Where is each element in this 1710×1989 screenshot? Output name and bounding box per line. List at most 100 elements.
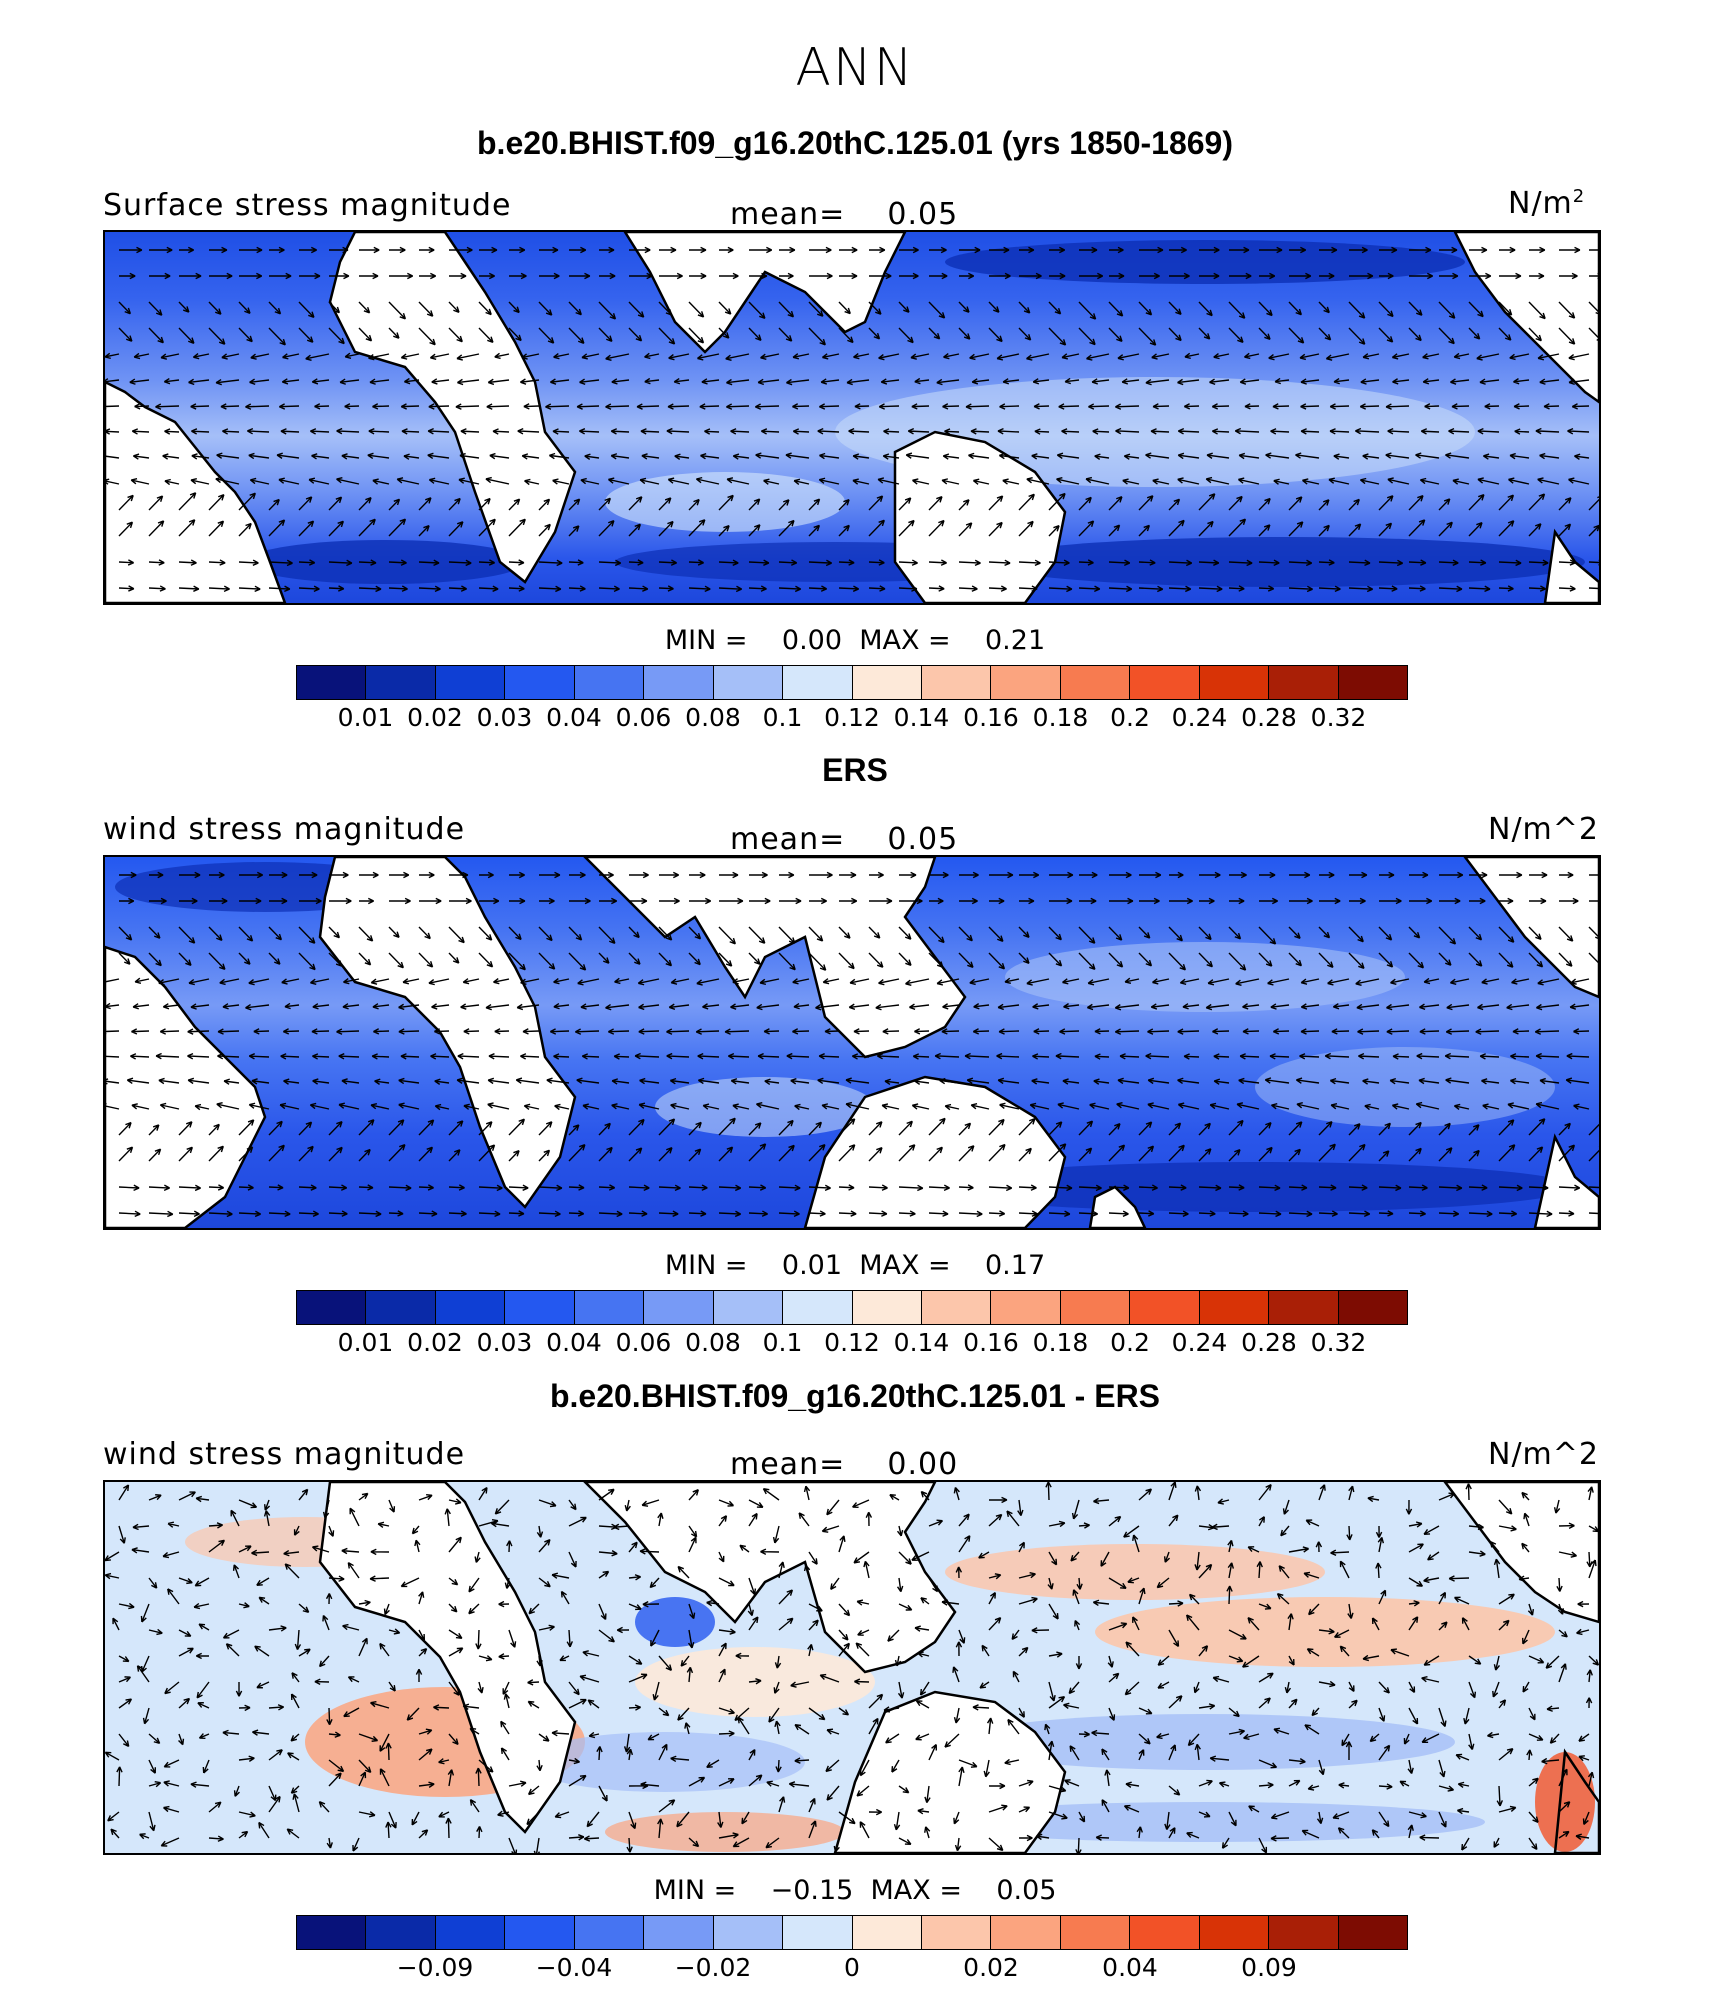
- wind-vector-arrow: [944, 428, 960, 435]
- wind-vector-arrow: [1138, 1733, 1151, 1745]
- wind-vector-arrow: [278, 477, 300, 485]
- wind-vector-arrow: [718, 524, 730, 537]
- wind-vector-arrow: [314, 403, 330, 410]
- wind-vector-arrow: [1418, 1077, 1440, 1085]
- wind-vector-arrow: [1258, 1603, 1272, 1610]
- wind-vector-arrow: [647, 1733, 660, 1741]
- wind-vector-arrow: [819, 1673, 840, 1683]
- wind-vector-arrow: [198, 1733, 210, 1740]
- wind-vector-arrow: [142, 1707, 150, 1725]
- wind-vector-arrow: [1048, 1603, 1059, 1620]
- wind-vector-arrow: [545, 403, 570, 410]
- wind-vector-arrow: [553, 1053, 570, 1060]
- wind-vector-arrow: [238, 301, 251, 314]
- wind-vector-arrow: [658, 520, 674, 537]
- wind-vector-arrow: [1408, 1147, 1422, 1162]
- wind-vector-arrow: [629, 272, 653, 280]
- wind-vector-arrow: [325, 1593, 333, 1605]
- wind-vector-arrow: [418, 1748, 433, 1761]
- wind-vector-arrow: [988, 926, 1004, 942]
- wind-vector-arrow: [778, 301, 795, 318]
- wind-vector-arrow: [915, 1700, 930, 1709]
- wind-vector-arrow: [140, 1603, 150, 1623]
- wind-vector-arrow: [1138, 1121, 1153, 1136]
- wind-vector-arrow: [1509, 353, 1530, 361]
- wind-vector-arrow: [418, 301, 434, 317]
- wind-vector-arrow: [418, 1829, 429, 1839]
- wind-vector-arrow: [1147, 1077, 1170, 1085]
- wind-vector-arrow: [988, 327, 1003, 343]
- wind-vector-arrow: [988, 1118, 1005, 1136]
- wind-vector-arrow: [688, 585, 711, 593]
- wind-vector-arrow: [917, 1651, 930, 1658]
- wind-vector-arrow: [374, 1078, 390, 1085]
- wind-vector-arrow: [1318, 301, 1330, 314]
- wind-vector-arrow: [508, 327, 522, 342]
- wind-vector-arrow: [342, 1003, 360, 1010]
- wind-vector-arrow: [457, 1052, 480, 1060]
- colorbar-swatch: [366, 666, 436, 699]
- wind-vector-arrow: [396, 477, 420, 485]
- wind-vector-arrow: [1206, 452, 1230, 459]
- wind-vector-arrow: [1357, 1028, 1380, 1035]
- wind-vector-arrow: [1465, 1483, 1472, 1501]
- wind-vector-arrow: [233, 1785, 240, 1797]
- wind-vector-arrow: [1498, 1805, 1517, 1813]
- wind-vector-arrow: [688, 1210, 707, 1217]
- wind-vector-arrow: [702, 1103, 720, 1110]
- wind-vector-arrow: [1198, 327, 1211, 340]
- wind-vector-arrow: [989, 272, 1011, 280]
- wind-vector-arrow: [1450, 378, 1470, 385]
- wind-vector-arrow: [1018, 301, 1031, 314]
- wind-vector-arrow: [966, 1077, 990, 1084]
- wind-vector-arrow: [580, 477, 600, 485]
- wind-vector-arrow: [1270, 428, 1290, 435]
- wind-vector-arrow: [1145, 378, 1170, 386]
- wind-vector-arrow: [148, 1124, 160, 1136]
- wind-vector-arrow: [377, 1521, 390, 1528]
- wind-vector-arrow: [1408, 1210, 1426, 1217]
- wind-vector-arrow: [808, 559, 833, 567]
- wind-vector-arrow: [418, 1629, 426, 1641]
- wind-vector-arrow: [1589, 272, 1599, 280]
- wind-vector-arrow: [1150, 1003, 1170, 1010]
- wind-vector-arrow: [1212, 1028, 1230, 1035]
- wind-vector-arrow: [1329, 428, 1350, 435]
- wind-vector-arrow: [239, 897, 262, 905]
- wind-vector-arrow: [756, 1101, 780, 1110]
- wind-vector-arrow: [952, 1666, 960, 1683]
- wind-vector-arrow: [1537, 477, 1560, 485]
- colorbar-tick-label: 0.24: [1171, 1328, 1228, 1357]
- wind-vector-arrow: [1138, 559, 1156, 566]
- wind-vector-arrow: [1300, 1003, 1320, 1010]
- wind-vector-arrow: [310, 978, 330, 985]
- wind-vector-arrow: [868, 1121, 883, 1136]
- wind-vector-arrow: [539, 272, 560, 280]
- colorbar-swatch: [783, 1291, 853, 1324]
- wind-vector-arrow: [907, 428, 930, 435]
- wind-vector-arrow: [367, 452, 390, 460]
- wind-vector-arrow: [616, 1626, 630, 1634]
- wind-vector-arrow: [191, 428, 210, 435]
- wind-vector-arrow: [575, 1028, 600, 1035]
- colorbar-tick-label: 0.12: [824, 1328, 880, 1357]
- wind-vector-arrow: [658, 1655, 673, 1671]
- wind-vector-arrow: [1528, 523, 1542, 537]
- wind-vector-arrow: [1403, 1733, 1410, 1745]
- wind-vector-arrow: [1506, 1003, 1530, 1011]
- wind-vector-arrow: [1138, 1749, 1145, 1761]
- wind-vector-arrow: [1108, 1515, 1122, 1527]
- wind-vector-arrow: [1539, 452, 1560, 460]
- wind-vector-arrow: [1018, 585, 1038, 592]
- wind-vector-arrow: [1367, 1495, 1380, 1503]
- wind-vector-arrow: [865, 1511, 873, 1527]
- wind-vector-arrow: [1408, 1681, 1416, 1693]
- wind-vector-arrow: [1348, 926, 1364, 943]
- wind-vector-arrow: [898, 1785, 910, 1794]
- wind-vector-arrow: [1300, 428, 1320, 435]
- wind-vector-arrow: [914, 1028, 930, 1035]
- wind-vector-arrow: [760, 353, 780, 360]
- wind-vector-arrow: [1018, 1779, 1034, 1787]
- colorbar-tick-label: 0.18: [1032, 1328, 1089, 1357]
- wind-vector-arrow: [298, 327, 314, 343]
